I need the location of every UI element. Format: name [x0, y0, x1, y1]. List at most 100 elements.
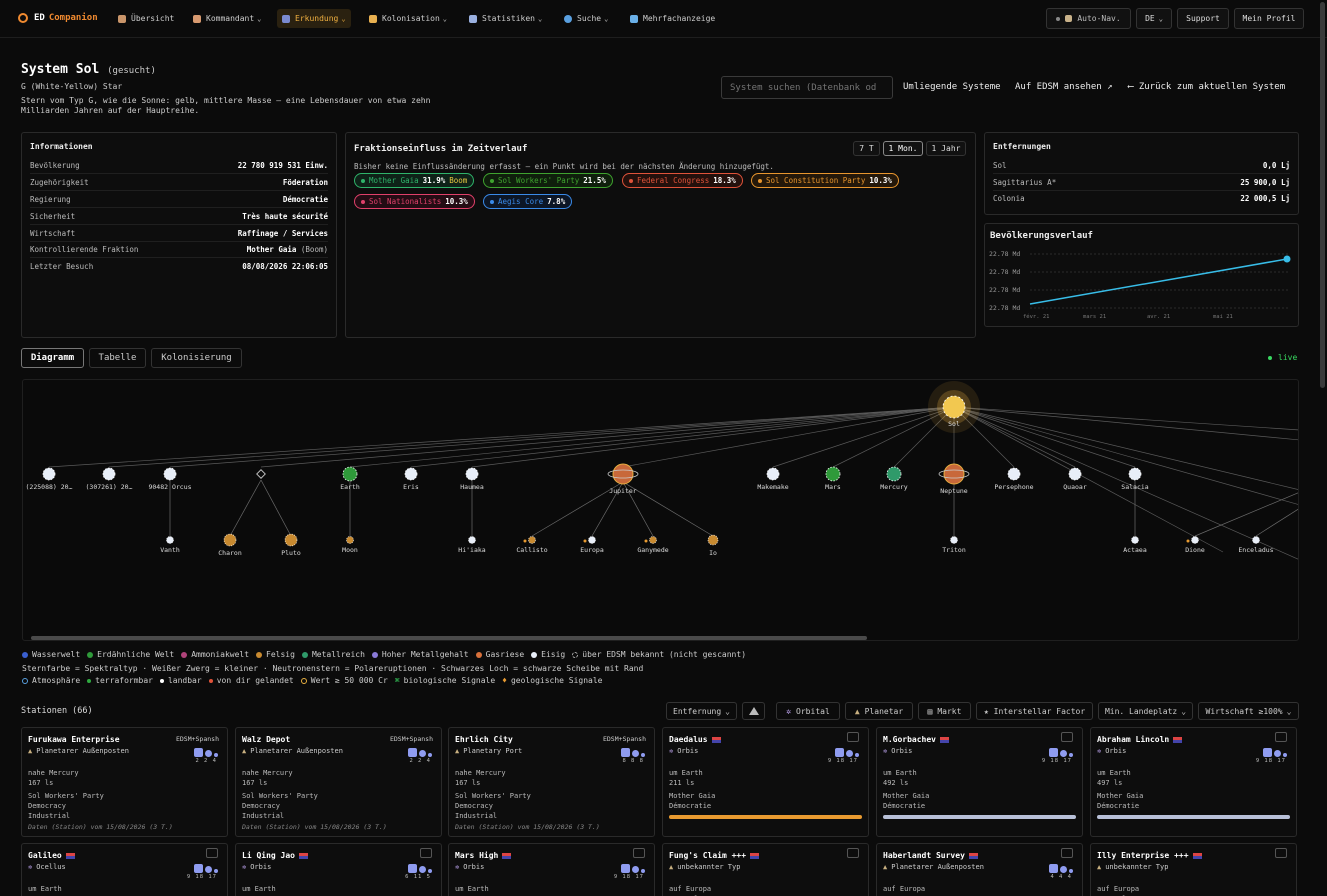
sort-direction-button[interactable] [742, 702, 765, 720]
moon-moon[interactable] [346, 536, 354, 544]
body-earth[interactable] [342, 466, 358, 482]
body-persephone[interactable] [1007, 467, 1021, 481]
body--225088-20-[interactable] [42, 467, 56, 481]
language-select[interactable]: DE ⌄ [1136, 8, 1172, 29]
body-makemake[interactable] [766, 467, 780, 481]
station-card[interactable]: Daedalus ✲ Orbis 9 18 17 um Earth 211 ls Mothe… [662, 727, 869, 837]
faction-value: 10.3% [869, 176, 892, 185]
station-card[interactable]: Walz Depot EDSM+Spansh ▲ Planetarer Außenpo… [235, 727, 442, 837]
copy-icon[interactable] [1275, 848, 1287, 858]
nav-search[interactable]: Suche ⌄ [559, 9, 613, 28]
geological-signal-icon [583, 539, 587, 543]
filter-orbital[interactable]: ✲ Orbital [776, 702, 840, 720]
moon-callisto[interactable] [528, 536, 536, 544]
station-card[interactable]: Illy Enterprise +++ ▲ unbekannter Typ auf E… [1090, 843, 1297, 896]
nav-commander[interactable]: Kommandant ⌄ [188, 9, 266, 28]
station-card[interactable]: Abraham Lincoln ✲ Orbis 9 18 17 um Earth 497 … [1090, 727, 1297, 837]
support-button[interactable]: Support [1177, 8, 1229, 29]
body-haumea[interactable] [465, 467, 479, 481]
moon-charon[interactable] [223, 533, 237, 547]
station-card[interactable]: Haberlandt Survey ▲ Planetarer Außenposten… [876, 843, 1083, 896]
monitor-icon [630, 14, 638, 23]
moon-vanth[interactable] [166, 536, 174, 544]
station-card[interactable]: Ehrlich City EDSM+Spansh ▲ Planetary Port 8 … [448, 727, 655, 837]
copy-icon[interactable] [206, 848, 218, 858]
range-1y-button[interactable]: 1 Jahr [926, 141, 966, 156]
copy-icon[interactable] [847, 848, 859, 858]
star-sol[interactable] [942, 395, 966, 419]
nav-exploration[interactable]: Erkundung ⌄ [277, 9, 351, 28]
body-eris[interactable] [404, 467, 418, 481]
station-detail: um Earth [28, 885, 62, 893]
faction-chip-aegis-core[interactable]: Aegis Core 7.8% [483, 194, 573, 209]
filter-interstellar-factor[interactable]: ★ Interstellar Factor [976, 702, 1093, 720]
copy-icon[interactable] [420, 848, 432, 858]
range-1m-button[interactable]: 1 Mon. [883, 141, 923, 156]
economy-filter-select[interactable]: Wirtschaft ≥100% ⌄ [1198, 702, 1299, 720]
faction-chip-sol-workers[interactable]: Sol Workers' Party 21.5% [483, 173, 613, 188]
system-search-input[interactable] [721, 76, 893, 99]
autonav-label: Auto-Nav. [1077, 14, 1121, 23]
faction-chip-sol-constitution[interactable]: Sol Constitution Party 10.3% [751, 173, 899, 188]
faction-chip-sol-nationalists[interactable]: Sol Nationalists 10.3% [354, 194, 475, 209]
tab-table[interactable]: Tabelle [89, 348, 146, 368]
station-card[interactable]: Li Qing Jao ✲ Orbis 6 11 5 um Earth [235, 843, 442, 896]
nav-multiview[interactable]: Mehrfachanzeige [625, 9, 720, 28]
body-mercury[interactable] [886, 466, 902, 482]
nav-label: Kolonisation [382, 14, 440, 23]
nav-overview[interactable]: Übersicht [113, 9, 179, 28]
station-card[interactable]: Mars High ✲ Orbis 9 18 17 um Earth [448, 843, 655, 896]
system-diagram[interactable]: Sol (225088) 20… (307261) 20… 90482 Orcus Ea… [22, 379, 1299, 641]
barycentre-icon[interactable] [256, 469, 266, 479]
station-type: ✲ Orbis [883, 747, 912, 755]
faction-chip-mother-gaia[interactable]: Mother Gaia 31.9% Boom [354, 173, 475, 188]
edsm-link[interactable]: Auf EDSM ansehen ↗ [1015, 82, 1113, 92]
profile-button[interactable]: Mein Profil [1234, 8, 1304, 29]
nearby-systems-link[interactable]: Umliegende Systeme [903, 82, 1001, 92]
moon-actaea[interactable] [1131, 536, 1139, 544]
population-last-point[interactable] [1283, 255, 1291, 263]
moon-dione[interactable] [1191, 536, 1199, 544]
moon-pluto[interactable] [284, 533, 298, 547]
moon-enceladus[interactable] [1252, 536, 1260, 544]
min-landing-pad-select[interactable]: Min. Landeplatz ⌄ [1098, 702, 1193, 720]
back-to-current-link[interactable]: ⟵ Zurück zum aktuellen System [1128, 82, 1286, 92]
nav-colonisation[interactable]: Kolonisation ⌄ [364, 9, 452, 28]
nav-statistics[interactable]: Statistiken ⌄ [464, 9, 547, 28]
filter-market[interactable]: ▤ Markt [918, 702, 971, 720]
moon-hi-iaka[interactable] [468, 536, 476, 544]
moon-io[interactable] [707, 534, 719, 546]
body-quaoar[interactable] [1068, 467, 1082, 481]
station-card[interactable]: M.Gorbachev ✲ Orbis 9 18 17 um Earth 492 ls Mo… [876, 727, 1083, 837]
body-salacia[interactable] [1128, 467, 1142, 481]
page-scrollbar[interactable] [1320, 2, 1325, 388]
copy-icon[interactable] [847, 732, 859, 742]
tab-colonisation[interactable]: Kolonisierung [151, 348, 242, 368]
copy-icon[interactable] [1061, 848, 1073, 858]
gas-giant-neptune[interactable] [943, 463, 965, 485]
station-card[interactable]: Fung's Claim +++ ▲ unbekannter Typ auf Euro… [662, 843, 869, 896]
body-90482-orcus[interactable] [163, 467, 177, 481]
range-7d-button[interactable]: 7 T [853, 141, 880, 156]
tab-diagram[interactable]: Diagramm [21, 348, 84, 368]
moon-triton[interactable] [950, 536, 958, 544]
sort-select[interactable]: Entfernung ⌄ [666, 702, 737, 720]
diagram-scrollbar[interactable] [31, 636, 867, 640]
faction-value: 31.9% [422, 176, 446, 185]
body--307261-20-[interactable] [102, 467, 116, 481]
body-mars[interactable] [825, 466, 841, 482]
copy-icon[interactable] [1061, 732, 1073, 742]
station-card[interactable]: Furukawa Enterprise EDSM+Spansh ▲ Planetare… [21, 727, 228, 837]
landing-pad-counts: 9 18 17 [1041, 758, 1072, 764]
gas-giant-jupiter[interactable] [612, 463, 634, 485]
moon-europa[interactable] [588, 536, 596, 544]
faction-chip-federal-congress[interactable]: Federal Congress 18.3% [622, 173, 743, 188]
moon-ganymede[interactable] [649, 536, 657, 544]
copy-icon[interactable] [633, 848, 645, 858]
autonav-toggle[interactable]: Auto-Nav. [1046, 8, 1131, 29]
copy-icon[interactable] [1275, 732, 1287, 742]
station-card[interactable]: Galileo ✲ Ocellus 9 18 17 um Earth [21, 843, 228, 896]
filter-planetary[interactable]: ▲ Planetar [845, 702, 913, 720]
app-logo[interactable]: ED Companion [18, 10, 98, 26]
info-key: Kontrollierende Fraktion [30, 244, 139, 254]
